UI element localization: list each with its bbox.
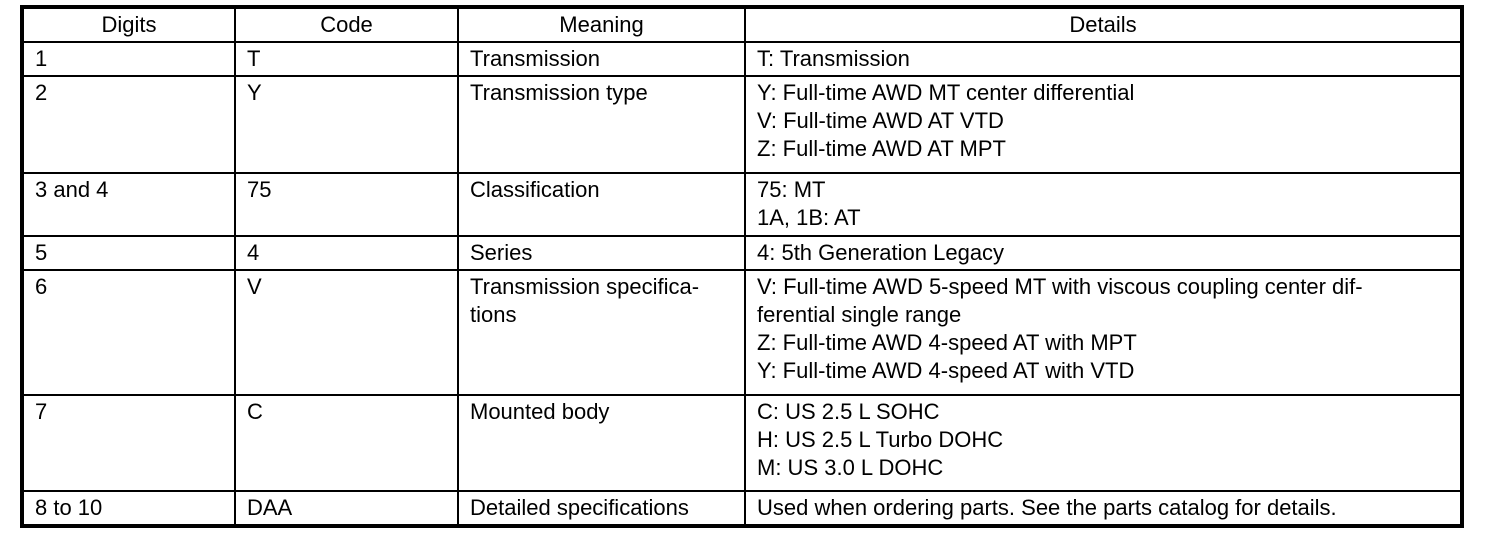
header-code: Code [234,6,459,43]
details-cell: C: US 2.5 L SOHC H: US 2.5 L Turbo DOHC … [744,394,1463,492]
header-details: Details [744,6,1463,43]
details-cell: Y: Full-time AWD MT center differential … [744,75,1463,174]
digits-cell: 8 to 10 [21,490,236,527]
details-line: 1A, 1B: AT [757,205,861,230]
code-cell: V [234,269,459,396]
table-header: Digits Code Meaning Details [21,6,1463,43]
table-row: 7 C Mounted body C: US 2.5 L SOHC H: US … [21,394,1463,492]
details-line: 4: 5th Generation Legacy [757,240,1005,265]
details-line: Z: Full-time AWD AT MPT [757,136,1006,161]
table-row: 3 and 4 75 Classification 75: MT 1A, 1B:… [21,172,1463,237]
digits-cell: 3 and 4 [21,172,236,237]
meaning-cell: Series [457,235,746,271]
details-cell: Used when ordering parts. See the parts … [744,490,1463,527]
details-line: V: Full-time AWD AT VTD [757,108,1004,133]
code-cell: Y [234,75,459,174]
code-cell: 75 [234,172,459,237]
code-cell: 4 [234,235,459,271]
meaning-cell: Classification [457,172,746,237]
details-line: Z: Full-time AWD 4-speed AT with MPT [757,330,1137,355]
details-cell: 4: 5th Generation Legacy [744,235,1463,271]
details-line: V: Full-time AWD 5-speed MT with viscous… [757,274,1363,327]
meaning-cell: Detailed specifications [457,490,746,527]
code-cell: C [234,394,459,492]
details-line: 75: MT [757,177,826,202]
details-line: M: US 3.0 L DOHC [757,455,944,480]
meaning-cell: Mounted body [457,394,746,492]
digits-cell: 1 [21,41,236,77]
meaning-cell: Transmission type [457,75,746,174]
details-line: C: US 2.5 L SOHC [757,399,940,424]
code-cell: T [234,41,459,77]
details-cell: T: Transmission [744,41,1463,77]
details-line: T: Transmission [757,46,910,71]
details-line: H: US 2.5 L Turbo DOHC [757,427,1004,452]
header-meaning: Meaning [457,6,746,43]
details-cell: V: Full-time AWD 5-speed MT with viscous… [744,269,1463,396]
table-row: 6 V Transmission specifica­tions V: Full… [21,269,1463,396]
details-line: Y: Full-time AWD MT center differential [757,80,1135,105]
details-line: Y: Full-time AWD 4-speed AT with VTD [757,358,1135,383]
header-row: Digits Code Meaning Details [21,6,1463,43]
digits-cell: 7 [21,394,236,492]
table-row: 2 Y Transmission type Y: Full-time AWD M… [21,75,1463,174]
code-cell: DAA [234,490,459,527]
table-row: 5 4 Series 4: 5th Generation Legacy [21,235,1463,271]
transmission-code-table: Digits Code Meaning Details 1 T Transmis… [20,5,1464,528]
table-body: 1 T Transmission T: Transmission 2 Y Tra… [21,41,1463,527]
details-cell: 75: MT 1A, 1B: AT [744,172,1463,237]
table-row: 8 to 10 DAA Detailed specifications Used… [21,490,1463,527]
details-line: Used when ordering parts. See the parts … [757,495,1337,520]
digits-cell: 2 [21,75,236,174]
digits-cell: 6 [21,269,236,396]
meaning-cell: Transmission specifica­tions [457,269,746,396]
table-row: 1 T Transmission T: Transmission [21,41,1463,77]
header-digits: Digits [21,6,236,43]
digits-cell: 5 [21,235,236,271]
meaning-cell: Transmission [457,41,746,77]
